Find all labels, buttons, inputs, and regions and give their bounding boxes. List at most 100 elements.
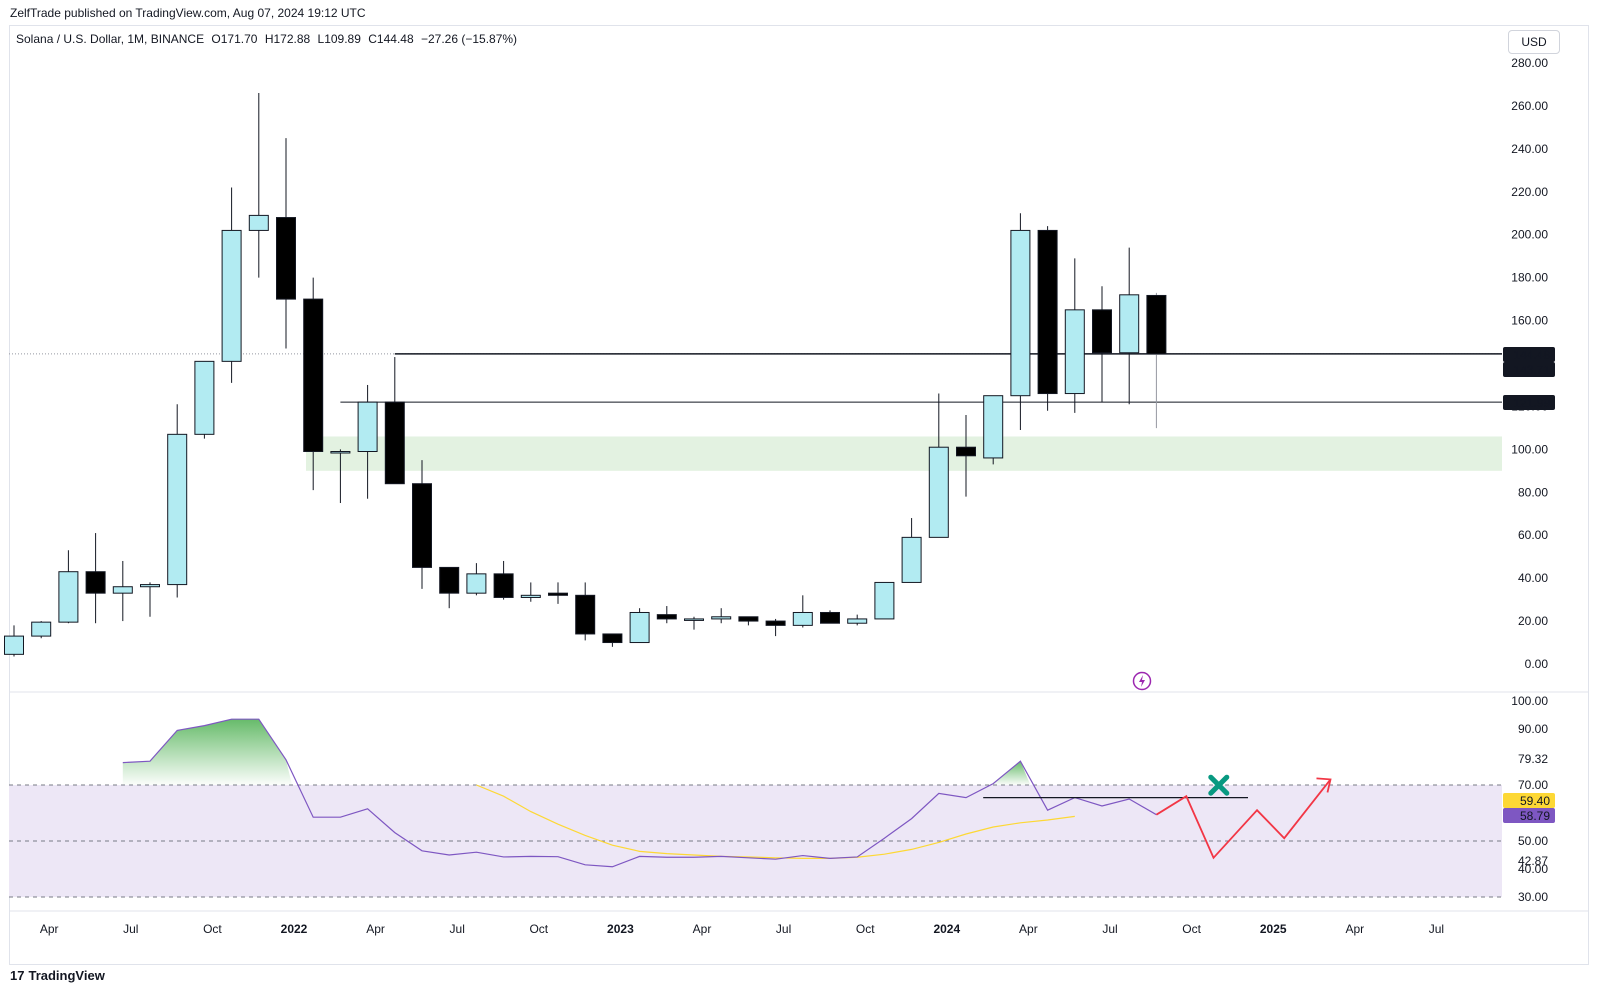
time-axis-label: 2024 [933,922,960,936]
candle[interactable] [629,611,650,644]
cross-marker-icon[interactable] [1208,774,1230,796]
time-axis-label: Jul [123,922,138,936]
candle[interactable] [167,433,188,586]
time-axis-label: Oct [529,922,548,936]
rsi-ma-line[interactable] [476,784,1075,859]
candle[interactable] [820,611,840,624]
candle[interactable] [412,483,432,568]
candle[interactable] [792,611,813,626]
legend-change: −27.26 (−15.87%) [420,32,518,46]
symbol-legend: Solana / U.S. Dollar, 1M, BINANCE O171.7… [16,32,521,46]
price-axis-label: 220.00 [1511,185,1548,199]
price-axis-label: 200.00 [1511,228,1548,242]
candle[interactable] [221,229,242,362]
candle[interactable] [276,217,296,300]
candle[interactable] [1064,309,1085,395]
candle[interactable] [1146,294,1167,355]
candle[interactable] [738,616,759,622]
time-axis-label: Jul [776,922,791,936]
time-axis-label: Oct [1182,922,1201,936]
price-tag [1503,395,1555,410]
candle[interactable] [602,633,623,644]
legend-high: H172.88 [264,32,311,46]
price-tag [1503,347,1555,362]
rsi-axis-label: 90.00 [1518,722,1548,736]
price-axis-label: 240.00 [1511,142,1548,156]
candle[interactable] [548,592,568,596]
candle[interactable] [847,618,868,624]
candle[interactable] [520,594,541,598]
candle[interactable] [439,566,460,594]
price-axis-label: 160.00 [1511,314,1548,328]
candle[interactable] [303,298,324,453]
candle[interactable] [901,536,922,583]
price-axis-label: 80.00 [1518,485,1548,499]
publisher-line: ZelfTrade published on TradingView.com, … [10,6,366,20]
time-axis-label: Apr [693,922,712,936]
legend-symbol[interactable]: Solana / U.S. Dollar, 1M, BINANCE [16,32,205,46]
rsi-value-tag [1503,808,1555,823]
price-axis-label: 180.00 [1511,271,1548,285]
lightning-bolt-glyph [1139,675,1145,687]
candle[interactable] [1119,294,1140,354]
candle[interactable] [112,586,133,594]
candle[interactable] [330,451,351,454]
candle[interactable] [874,581,895,620]
rsi-axis-label: 70.00 [1518,778,1548,792]
price-axis-label: 260.00 [1511,99,1548,113]
time-axis-label: 2023 [607,922,634,936]
candle[interactable] [4,635,24,655]
currency-button[interactable]: USD [1508,30,1560,54]
time-axis-label: Apr [1345,922,1364,936]
rsi-axis-label: 42.87 [1518,854,1548,868]
rsi-line[interactable] [122,718,1157,868]
tradingview-footer[interactable]: 17 TradingView [10,968,105,983]
projection-arrow-icon [1316,777,1332,793]
candle[interactable] [1010,229,1031,397]
candle[interactable] [1092,309,1112,354]
candle[interactable] [384,401,405,485]
candle[interactable] [493,573,514,598]
time-axis-label: 2022 [281,922,308,936]
legend-low: L109.89 [317,32,361,46]
price-tag-label: 121.99 [1513,396,1550,410]
price-axis-label: 20.00 [1518,614,1548,628]
candle[interactable] [956,446,976,457]
candle[interactable] [656,614,677,620]
projection-path[interactable] [1155,778,1332,860]
candle[interactable] [711,616,732,620]
legend-open: O171.70 [211,32,258,46]
candle[interactable] [194,360,215,435]
candle[interactable] [466,573,487,594]
time-axis-label: Jul [1102,922,1117,936]
footer-brand: TradingView [28,968,105,983]
candle[interactable] [684,618,704,621]
time-axis-label: Apr [1019,922,1038,936]
candle[interactable] [575,594,596,635]
lightning-icon[interactable] [1132,671,1152,691]
time-axis-label: Jul [450,922,465,936]
price-tag-label: 143.71 [1513,363,1550,377]
support-zone [306,436,1502,471]
candle[interactable] [765,620,786,626]
candle[interactable] [31,621,52,637]
price-axis-label: 0.00 [1525,657,1549,671]
rsi-value-tag-label: 58.79 [1520,809,1550,823]
time-axis-label: 2025 [1260,922,1287,936]
rsi-axis-label: 40.00 [1518,862,1548,876]
rsi-axis-label: 79.32 [1518,752,1548,766]
candle[interactable] [140,584,160,588]
candle[interactable] [58,571,79,623]
price-axis-label: 280.00 [1511,56,1548,70]
price-axis-label: 60.00 [1518,528,1548,542]
time-axis-label: Apr [366,922,385,936]
rsi-axis-label: 100.00 [1511,694,1548,708]
candle[interactable] [85,571,106,594]
candle[interactable] [357,401,378,453]
candle[interactable] [248,214,269,231]
time-axis-label: Jul [1429,922,1444,936]
candle[interactable] [983,395,1004,459]
candle[interactable] [1037,229,1058,395]
candle[interactable] [928,446,949,538]
